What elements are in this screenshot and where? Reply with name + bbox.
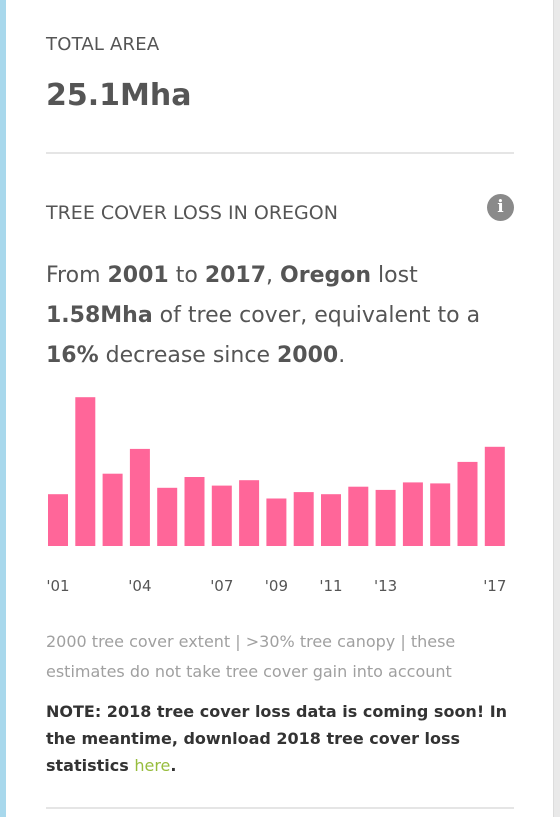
download-here-link[interactable]: here bbox=[134, 756, 171, 775]
x-tick-label: '11 bbox=[319, 577, 342, 595]
bar-2015[interactable] bbox=[430, 483, 451, 546]
bar-2017[interactable] bbox=[484, 446, 505, 546]
x-tick-label: '01 bbox=[46, 577, 69, 595]
x-tick-label: '17 bbox=[483, 577, 506, 595]
bar-2010[interactable] bbox=[293, 492, 314, 546]
start-year: 2001 bbox=[107, 263, 169, 288]
data-note: NOTE: 2018 tree cover loss data is comin… bbox=[46, 702, 508, 775]
x-tick-label: '07 bbox=[210, 577, 233, 595]
bar-2011[interactable] bbox=[321, 494, 341, 546]
total-area-label: TOTAL AREA bbox=[46, 34, 160, 55]
bar-2014[interactable] bbox=[402, 482, 423, 546]
bar-2013[interactable] bbox=[375, 489, 396, 546]
x-tick-label: '13 bbox=[374, 577, 397, 595]
bar-2001[interactable] bbox=[48, 494, 68, 546]
section-title: TREE COVER LOSS IN OREGON bbox=[46, 202, 338, 224]
location-name: Oregon bbox=[280, 263, 372, 288]
bar-2003[interactable] bbox=[102, 473, 123, 546]
bar-2002[interactable] bbox=[75, 397, 96, 546]
loss-amount: 1.58Mha bbox=[46, 303, 153, 328]
scrollbar-track[interactable] bbox=[553, 0, 560, 817]
bar-2012[interactable] bbox=[348, 486, 369, 546]
end-year: 2017 bbox=[204, 263, 267, 288]
info-icon[interactable]: i bbox=[487, 194, 514, 221]
baseline-year: 2000 bbox=[276, 343, 339, 368]
loss-summary-sentence: From 2001 to 2017, Oregon lost 1.58Mha o… bbox=[46, 263, 481, 368]
bottom-divider bbox=[46, 807, 514, 809]
bar-2005[interactable] bbox=[157, 487, 178, 546]
total-area-value: 25.1Mha bbox=[46, 78, 192, 113]
chart-caption: 2000 tree cover extent | >30% tree canop… bbox=[46, 632, 456, 681]
section-divider bbox=[46, 152, 514, 154]
bar-2004[interactable] bbox=[129, 448, 150, 546]
x-tick-label: '09 bbox=[265, 577, 288, 595]
bar-2008[interactable] bbox=[239, 480, 260, 546]
bar-2006[interactable] bbox=[184, 477, 205, 546]
bar-2009[interactable] bbox=[266, 498, 287, 547]
tree-cover-loss-bar-chart[interactable]: '01 '04 '07 '09 '11 '13 '17 bbox=[46, 395, 516, 605]
bar-2007[interactable] bbox=[211, 485, 232, 546]
x-tick-label: '04 bbox=[128, 577, 151, 595]
bar-2016[interactable] bbox=[457, 461, 478, 546]
loss-percent: 16% bbox=[46, 343, 99, 368]
left-edge-strip bbox=[0, 0, 6, 817]
